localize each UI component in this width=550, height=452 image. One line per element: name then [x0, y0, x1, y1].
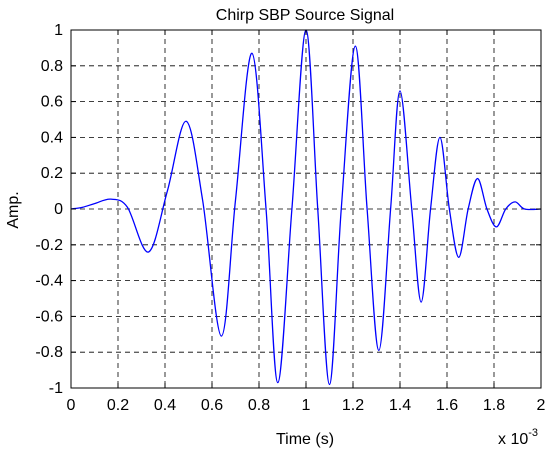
x-axis-title: Time (s)	[276, 431, 334, 448]
chart-title: Chirp SBP Source Signal	[216, 7, 394, 24]
y-tick-label: 0.8	[41, 58, 63, 75]
grid	[71, 30, 541, 388]
x-tick-label: 0.2	[107, 397, 129, 414]
x-tick-label: 1.8	[483, 397, 505, 414]
x-tick-label: 0	[67, 397, 76, 414]
x-tick-label: 1.6	[436, 397, 458, 414]
x-exponent-base: x 10	[498, 431, 528, 448]
x-tick-label: 0.4	[154, 397, 176, 414]
signal-line	[70, 29, 542, 386]
x-exponent-power: -3	[528, 427, 538, 439]
x-tick-label: 1.2	[342, 397, 364, 414]
x-tick-label: 1	[302, 397, 311, 414]
y-tick-label: -1	[49, 380, 63, 397]
plot-area	[70, 29, 542, 386]
x-tick-label: 1.4	[389, 397, 411, 414]
x-tick-label: 0.6	[201, 397, 223, 414]
y-tick-label: 0.6	[41, 94, 63, 111]
y-tick-label: 0	[54, 201, 63, 218]
y-tick-label: -0.2	[35, 237, 63, 254]
y-tick-label: -0.4	[35, 273, 63, 290]
y-tick-label: 1	[54, 22, 63, 39]
y-tick-label: 0.2	[41, 165, 63, 182]
y-axis-title: Amp.	[5, 191, 22, 228]
y-tick-label: -0.6	[35, 308, 63, 325]
x-axis-exponent: x 10-3	[498, 427, 538, 448]
x-tick-label: 0.8	[248, 397, 270, 414]
ticks: 0 0.2 0.4 0.6 0.8 1 1.2 1.4 1.6 1.8 2 -1 -0.8 -0.6 -0.…	[35, 22, 545, 414]
y-tick-label: -0.8	[35, 344, 63, 361]
x-tick-label: 2	[537, 397, 546, 414]
y-tick-label: 0.4	[41, 129, 63, 146]
